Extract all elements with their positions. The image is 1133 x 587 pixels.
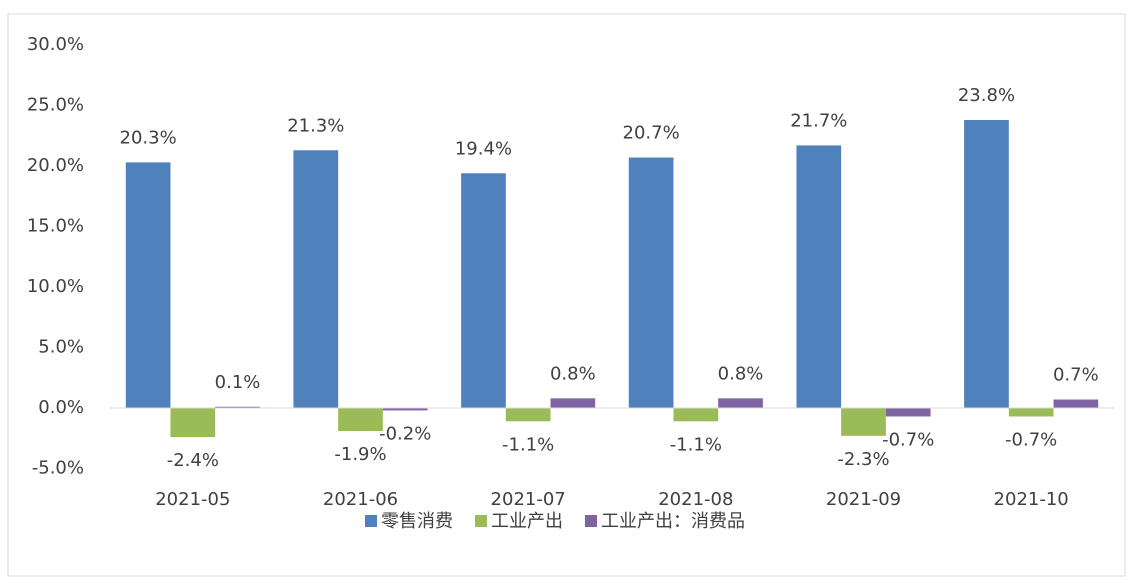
bar <box>796 145 842 408</box>
value-label: -1.9% <box>334 444 386 465</box>
bar <box>964 120 1009 409</box>
value-label: 0.1% <box>215 372 261 393</box>
value-label: 0.8% <box>550 363 596 384</box>
value-label: -1.1% <box>670 434 722 455</box>
value-label: 0.7% <box>1053 365 1099 386</box>
bar <box>215 406 260 408</box>
value-label: -0.7% <box>1005 429 1057 450</box>
x-tick-label: 2021-05 <box>155 489 230 510</box>
bar <box>718 398 763 408</box>
chart-border <box>7 13 1126 577</box>
y-tick-label: 10.0% <box>27 276 84 297</box>
y-tick-label: 0.0% <box>38 397 84 418</box>
value-label: 20.7% <box>623 123 680 144</box>
bar <box>628 157 674 408</box>
legend-label: 工业产出 <box>491 511 563 532</box>
y-tick-label: -5.0% <box>32 458 84 479</box>
bar <box>382 408 428 411</box>
bar <box>461 173 506 408</box>
value-label: -0.2% <box>379 423 431 444</box>
legend-label: 零售消费 <box>381 511 453 532</box>
legend-label: 工业产出：消费品 <box>601 511 745 532</box>
value-label: 19.4% <box>455 138 512 159</box>
bar <box>1008 408 1054 417</box>
bar <box>885 408 931 417</box>
legend-swatch <box>585 515 597 527</box>
bar <box>505 408 551 422</box>
bar <box>338 408 383 431</box>
y-tick-label: 30.0% <box>27 34 84 55</box>
x-tick-label: 2021-08 <box>658 489 733 510</box>
value-label: 23.8% <box>958 85 1015 106</box>
value-label: 20.3% <box>120 127 177 148</box>
value-label: 21.3% <box>287 115 344 136</box>
bar <box>293 150 339 408</box>
value-label: -2.3% <box>837 449 889 470</box>
bar <box>170 408 216 438</box>
bar <box>1053 399 1099 408</box>
legend-swatch <box>475 515 487 527</box>
legend-swatch <box>365 515 377 527</box>
value-label: -0.7% <box>882 429 934 450</box>
bar <box>673 408 719 422</box>
value-label: -1.1% <box>502 434 554 455</box>
x-tick-label: 2021-06 <box>323 489 398 510</box>
value-label: 21.7% <box>790 110 847 131</box>
x-tick-label: 2021-07 <box>491 489 566 510</box>
y-tick-label: 15.0% <box>27 216 84 237</box>
x-tick-label: 2021-09 <box>826 489 901 510</box>
y-tick-label: 5.0% <box>38 337 84 358</box>
x-tick-label: 2021-10 <box>994 489 1069 510</box>
bar <box>550 398 596 408</box>
value-label: -2.4% <box>167 450 219 471</box>
bar <box>125 162 171 408</box>
bar <box>841 408 886 436</box>
y-tick-label: 25.0% <box>27 95 84 116</box>
y-tick-label: 20.0% <box>27 155 84 176</box>
value-label: 0.8% <box>718 363 764 384</box>
